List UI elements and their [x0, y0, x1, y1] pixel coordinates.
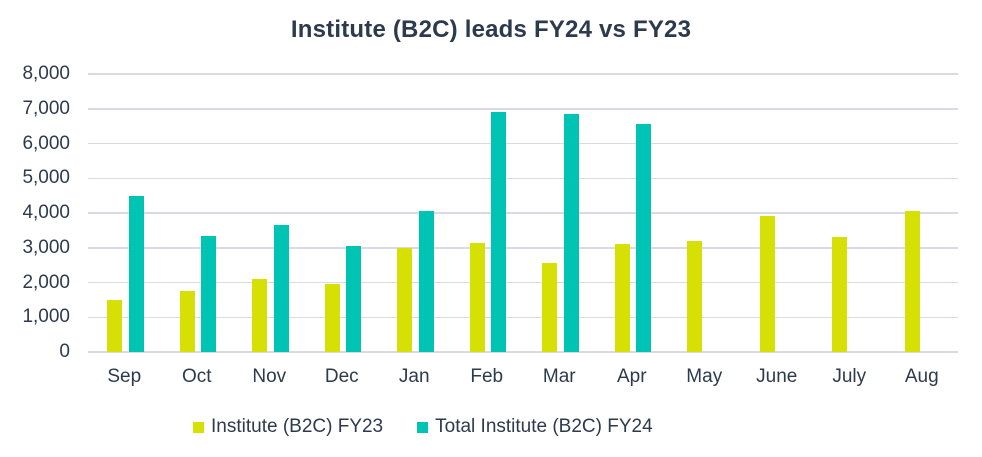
- bar-fy23-june: [759, 216, 775, 352]
- bar-fy24-oct: [201, 235, 217, 352]
- x-axis-tick-label: Feb: [470, 366, 504, 387]
- bar-fy23-jan: [397, 247, 413, 352]
- x-axis-tick-label: May: [686, 366, 723, 387]
- legend-label: Institute (B2C) FY23: [211, 416, 384, 437]
- bar-fy23-may: [687, 240, 703, 352]
- gridline: [88, 281, 958, 284]
- x-axis-tick-label: June: [756, 366, 798, 387]
- y-axis-tick-label: 8,000: [22, 63, 70, 84]
- gridline: [88, 108, 958, 110]
- bar-fy24-feb: [491, 112, 507, 352]
- bar-fy23-july: [832, 237, 848, 352]
- legend-swatch-icon: [417, 422, 429, 433]
- y-axis-tick-label: 0: [59, 341, 70, 362]
- x-axis-tick-label: Jan: [398, 366, 430, 387]
- y-axis-tick-label: 5,000: [22, 167, 70, 189]
- bar-fy24-apr: [636, 124, 652, 352]
- legend-swatch-icon: [193, 422, 204, 433]
- plot-area: [88, 73, 958, 353]
- bar-fy23-dec: [324, 284, 340, 352]
- bar-fy23-aug: [904, 211, 920, 352]
- y-axis-tick-label: 2,000: [22, 271, 70, 293]
- bar-fy23-sep: [107, 299, 123, 352]
- y-axis-tick-label: 1,000: [22, 306, 70, 328]
- chart-title: Institute (B2C) leads FY24 vs FY23: [290, 16, 692, 43]
- gridline: [88, 316, 958, 318]
- bar-fy24-sep: [128, 196, 144, 352]
- gridline: [88, 247, 958, 249]
- bar-fy23-oct: [179, 291, 195, 352]
- legend-item-fy23: Institute (B2C) FY23: [193, 416, 383, 438]
- gridline: [88, 73, 958, 75]
- x-axis-tick-label: Sep: [107, 366, 142, 387]
- y-axis-tick-label: 7,000: [22, 97, 70, 119]
- y-axis-tick-label: 6,000: [22, 132, 70, 154]
- y-axis-tick-label: 4,000: [22, 202, 70, 223]
- bar-fy24-dec: [346, 246, 362, 352]
- x-axis-tick-label: July: [832, 366, 867, 387]
- bar-fy24-jan: [418, 210, 434, 352]
- legend-item-fy24: Total Institute (B2C) FY24: [417, 416, 653, 438]
- gridline: [88, 212, 958, 214]
- bar-fy24-nov: [273, 225, 289, 352]
- legend-label: Total Institute (B2C) FY24: [435, 416, 653, 437]
- x-axis-tick-label: Aug: [904, 366, 939, 387]
- gridline: [88, 142, 958, 145]
- x-axis-tick-label: Dec: [324, 366, 359, 387]
- x-axis-tick-label: Apr: [616, 366, 647, 387]
- gridline: [88, 177, 958, 179]
- bar-fy23-feb: [469, 242, 485, 352]
- x-axis-tick-label: Oct: [181, 366, 212, 387]
- legend: Institute (B2C) FY23 Total Institute (B2C…: [193, 416, 653, 438]
- x-axis-tick-label: Mar: [542, 366, 576, 387]
- bar-fy23-apr: [614, 244, 630, 352]
- bar-fy24-mar: [563, 113, 579, 352]
- x-axis-tick-label: Nov: [252, 366, 287, 387]
- bar-fy23-nov: [252, 279, 268, 352]
- y-axis-tick-label: 3,000: [22, 236, 70, 258]
- x-axis-line: [88, 351, 958, 353]
- bar-fy23-mar: [542, 263, 558, 352]
